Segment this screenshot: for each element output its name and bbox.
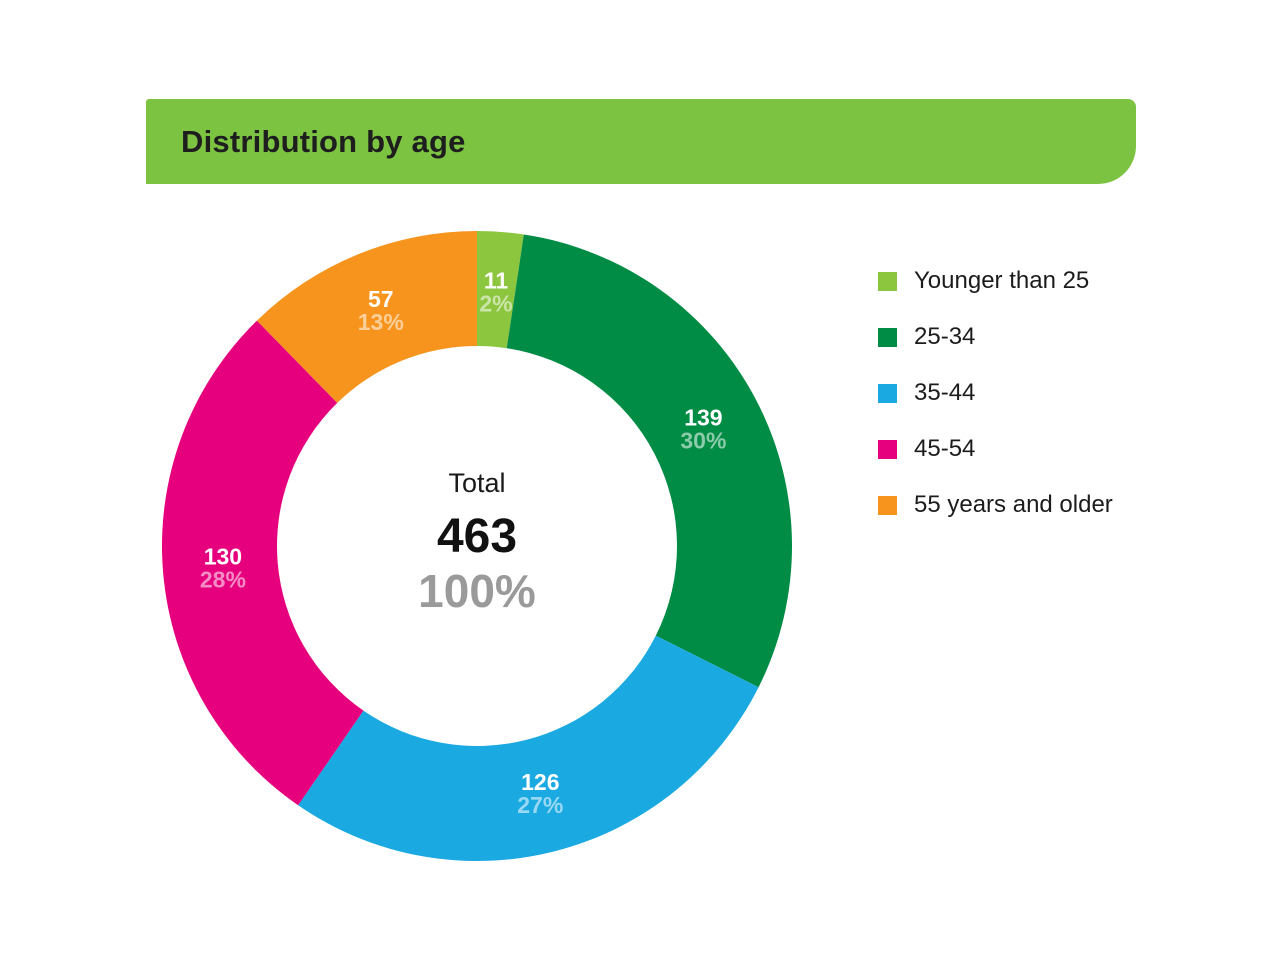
legend: Younger than 25 25-34 35-44 45-54 55 years a… [878,267,1113,551]
donut-slice-25-34 [506,234,792,688]
slice-value-label-younger-than-25: 11 [484,268,509,294]
slice-value-label-25-34: 139 [684,405,722,431]
legend-swatch-25-34 [878,327,897,347]
slice-percent-label-35-44: 27% [517,792,563,818]
legend-item-55-years-and-older: 55 years and older [878,491,1113,518]
legend-label-35-44: 35-44 [914,379,976,406]
slice-value-label-35-44: 126 [521,769,559,795]
legend-swatch-45-54 [878,439,897,459]
legend-item-younger-than-25: Younger than 25 [878,267,1113,294]
legend-item-25-34: 25-34 [878,323,1113,350]
donut-slice-younger-than-25 [477,231,524,349]
legend-label-25-34: 25-34 [914,323,976,350]
slice-percent-label-55-years-and-older: 13% [358,309,404,335]
slice-value-label-55-years-and-older: 57 [368,286,394,312]
legend-item-35-44: 35-44 [878,379,1113,406]
slice-percent-label-younger-than-25: 2% [479,291,512,317]
legend-swatch-55-years-and-older [878,495,897,515]
legend-item-45-54: 45-54 [878,435,1113,462]
donut-slice-45-54 [161,320,364,806]
legend-label-younger-than-25: Younger than 25 [914,267,1090,294]
page-title: Distribution by age [181,123,466,159]
legend-label-45-54: 45-54 [914,435,976,462]
donut-slice-55-years-and-older [256,231,477,403]
legend-label-55-years-and-older: 55 years and older [914,491,1113,518]
legend-swatch-35-44 [878,383,897,403]
header-bar: Distribution by age [146,99,1136,184]
legend-swatch-younger-than-25 [878,271,897,291]
donut-slice-35-44 [298,635,759,861]
slice-percent-label-25-34: 30% [680,428,726,454]
slice-percent-label-45-54: 28% [200,567,246,593]
slice-value-label-45-54: 130 [204,544,242,570]
